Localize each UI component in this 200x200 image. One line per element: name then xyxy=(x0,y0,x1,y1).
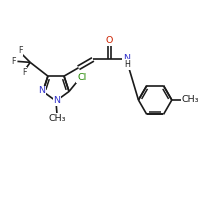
Text: CH₃: CH₃ xyxy=(48,114,66,123)
Text: N: N xyxy=(38,86,45,95)
Text: H: H xyxy=(124,60,130,69)
Text: CH₃: CH₃ xyxy=(182,96,199,104)
Text: F: F xyxy=(22,68,27,77)
Text: N: N xyxy=(123,54,130,63)
Text: N: N xyxy=(53,96,60,105)
Text: F: F xyxy=(18,46,23,55)
Text: Cl: Cl xyxy=(77,73,86,82)
Text: O: O xyxy=(106,36,113,45)
Text: F: F xyxy=(11,57,16,66)
